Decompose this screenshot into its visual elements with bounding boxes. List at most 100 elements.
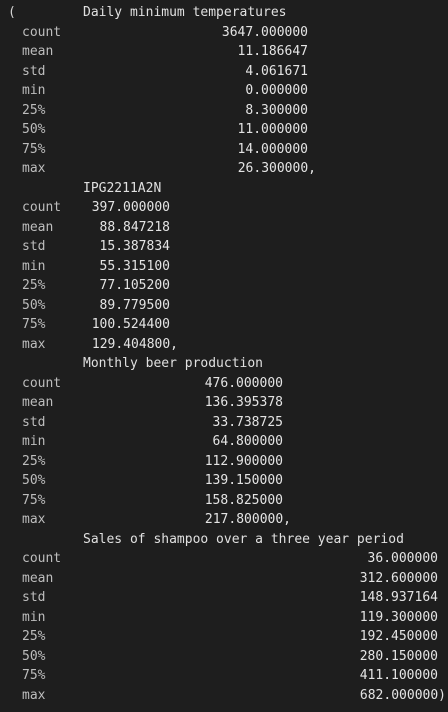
stat-label: std: [22, 590, 46, 605]
stat-row: 75% 158.825000: [0, 491, 448, 511]
stat-row: 50% 89.779500: [0, 296, 448, 316]
block-header-row: Monthly beer production: [0, 354, 448, 374]
stat-value: 26.300000,: [237, 161, 316, 176]
stat-row: 25% 192.450000: [0, 627, 448, 647]
stat-value: 8.300000: [245, 102, 308, 118]
stat-row: 50% 139.150000: [0, 471, 448, 491]
stat-row: std 33.738725: [0, 413, 448, 433]
stat-label: mean: [22, 44, 54, 59]
stat-value: 148.937164: [359, 590, 438, 605]
stat-value: 136.395378: [204, 395, 283, 410]
stat-label: 50%: [22, 297, 46, 313]
stat-row: std 4.061671: [0, 62, 448, 82]
stat-row: count 397.000000: [0, 198, 448, 218]
stat-label: std: [22, 414, 46, 430]
stat-value: 15.387834: [99, 239, 170, 254]
stat-value: 89.779500: [99, 297, 170, 313]
stat-value: 397.000000: [91, 200, 170, 215]
stat-label: 75%: [22, 492, 46, 508]
stat-label: count: [22, 200, 62, 215]
stat-label: 50%: [22, 473, 46, 488]
stat-row: mean 88.847218: [0, 218, 448, 238]
stat-row: mean 136.395378: [0, 393, 448, 413]
stat-label: max: [22, 161, 46, 176]
stat-value: 64.800000: [212, 434, 283, 449]
stat-row: std 15.387834: [0, 237, 448, 257]
stat-value: 312.600000: [359, 570, 438, 586]
stat-value: 4.061671: [245, 63, 308, 79]
stat-row: 50% 280.150000: [0, 647, 448, 667]
stat-label: count: [22, 551, 62, 566]
stat-label: count: [22, 375, 62, 391]
stat-row: mean 312.600000: [0, 569, 448, 589]
stat-label: mean: [22, 570, 54, 586]
stat-value: 217.800000,: [204, 512, 291, 527]
stat-label: mean: [22, 395, 54, 410]
stat-value: 11.186647: [237, 44, 308, 59]
stat-row: 25% 8.300000: [0, 101, 448, 121]
stat-label: std: [22, 63, 46, 79]
stat-label: min: [22, 609, 46, 625]
stat-row: min 119.300000: [0, 608, 448, 628]
stat-row: count 3647.000000: [0, 23, 448, 43]
series-name: Monthly beer production: [83, 356, 264, 371]
stat-row: 75% 14.000000: [0, 140, 448, 160]
stat-row: min 55.315100: [0, 257, 448, 277]
stat-label: max: [22, 336, 46, 352]
stat-value: 476.000000: [204, 375, 283, 391]
series-name: Daily minimum temperatures: [83, 5, 287, 20]
stat-label: max: [22, 687, 46, 703]
stat-row: min 64.800000: [0, 432, 448, 452]
series-name: IPG2211A2N: [83, 180, 162, 196]
stat-value: 55.315100: [99, 258, 170, 274]
stat-value: 3647.000000: [221, 24, 308, 40]
stat-row: count 476.000000: [0, 374, 448, 394]
open-paren: (: [8, 5, 16, 20]
stat-label: min: [22, 434, 46, 449]
stat-row: std 148.937164: [0, 588, 448, 608]
stat-value: 88.847218: [99, 219, 170, 235]
stat-value: 33.738725: [212, 414, 283, 430]
stat-label: 75%: [22, 668, 46, 683]
stat-value: 36.000000: [367, 551, 438, 566]
block-header-row: ( Daily minimum temperatures: [0, 3, 448, 23]
stat-value: 158.825000: [204, 492, 283, 508]
stat-row: max 682.000000): [0, 686, 448, 706]
stat-row: max 129.404800,: [0, 335, 448, 355]
stat-row: mean 11.186647: [0, 42, 448, 62]
stat-label: 25%: [22, 102, 46, 118]
stat-value: 11.000000: [237, 122, 308, 137]
stat-value: 119.300000: [359, 609, 438, 625]
stat-label: 50%: [22, 122, 46, 137]
stat-value: 411.100000: [359, 668, 438, 683]
stat-label: 50%: [22, 648, 46, 664]
block-header-row: Sales of shampoo over a three year perio…: [0, 530, 448, 550]
stat-label: 25%: [22, 453, 46, 469]
stat-label: 75%: [22, 317, 46, 332]
stat-label: mean: [22, 219, 54, 235]
stat-label: 75%: [22, 141, 46, 157]
stat-row: max 217.800000,: [0, 510, 448, 530]
stat-value: 129.404800,: [91, 336, 178, 352]
stat-row: 25% 77.105200: [0, 276, 448, 296]
stat-label: min: [22, 83, 46, 98]
stat-label: max: [22, 512, 46, 527]
stat-label: 25%: [22, 278, 46, 293]
stat-label: min: [22, 258, 46, 274]
stat-label: std: [22, 239, 46, 254]
stat-row: 75% 411.100000: [0, 666, 448, 686]
stat-label: count: [22, 24, 62, 40]
stat-row: count 36.000000: [0, 549, 448, 569]
stat-row: 25% 112.900000: [0, 452, 448, 472]
stat-value: 112.900000: [204, 453, 283, 469]
stat-value: 280.150000: [359, 648, 438, 664]
stat-row: min 0.000000: [0, 81, 448, 101]
stat-row: max 26.300000,: [0, 159, 448, 179]
stat-value: 0.000000: [245, 83, 308, 98]
series-name: Sales of shampoo over a three year perio…: [83, 531, 404, 547]
stat-value: 192.450000: [359, 629, 438, 644]
stat-value: 14.000000: [237, 141, 308, 157]
stat-row: 50% 11.000000: [0, 120, 448, 140]
block-header-row: IPG2211A2N: [0, 179, 448, 199]
